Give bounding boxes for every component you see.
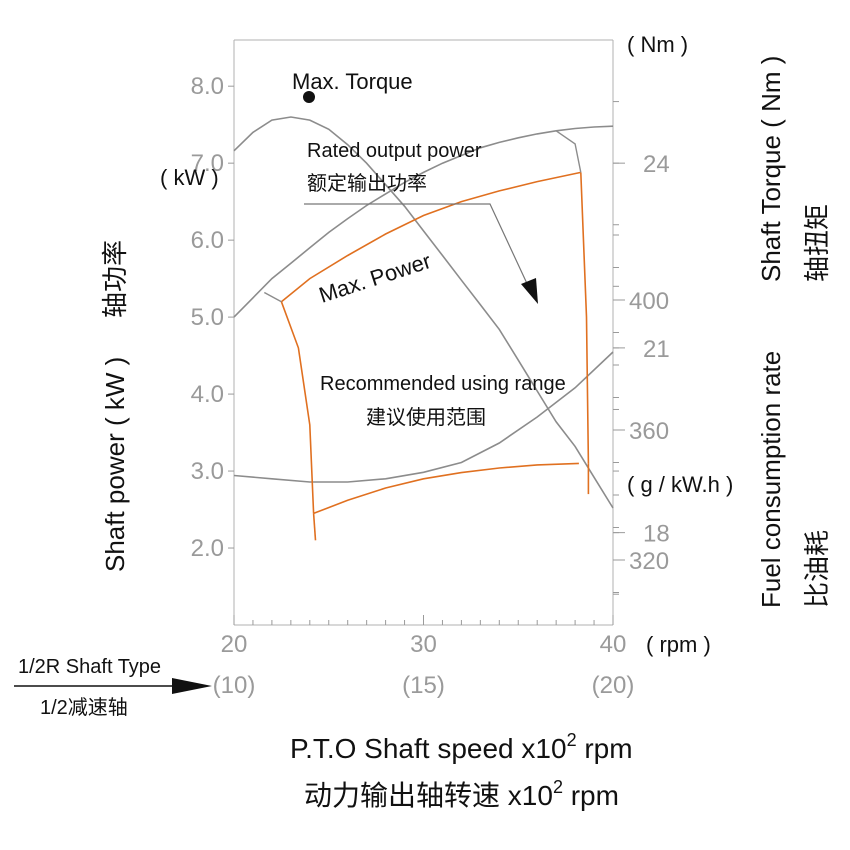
x-secondary-tick-label: (10) bbox=[213, 672, 256, 699]
x-secondary-tick-label: (15) bbox=[402, 672, 445, 699]
reduction-shaft-label-cn: 1/2减速轴 bbox=[40, 696, 128, 719]
series-line-max-torque bbox=[233, 116, 614, 509]
plot-frame bbox=[233, 39, 614, 626]
x-axis-title-sup: 2 bbox=[567, 730, 577, 750]
max-power-label: Max. Power bbox=[316, 248, 434, 308]
recommended-range-right-edge bbox=[580, 172, 590, 464]
x-axis-title-cn: 动力输出轴转速 x102 rpm bbox=[304, 777, 619, 811]
power-tick-label: 5.0 bbox=[191, 304, 224, 331]
series-layer bbox=[233, 116, 614, 541]
x-axis-unit: ( rpm ) bbox=[646, 632, 711, 657]
series-line-fuel-consumption-rate bbox=[233, 351, 614, 483]
torque-tick-label: 18 bbox=[643, 521, 670, 548]
recommended-range-upper bbox=[280, 171, 581, 303]
power-tick-label: 3.0 bbox=[191, 458, 224, 485]
rated-power-leader-line bbox=[304, 203, 531, 291]
fuel-tick-label: 360 bbox=[629, 418, 669, 445]
power-tick-label: 8.0 bbox=[191, 73, 224, 100]
x-axis-title: P.T.O Shaft speed x102 rpm bbox=[290, 730, 633, 764]
series-line-max-power bbox=[233, 125, 614, 318]
axis-ticks bbox=[228, 85, 625, 625]
torque-tick-label: 21 bbox=[643, 336, 670, 363]
fuel-tick-label: 320 bbox=[629, 548, 669, 575]
rated-power-leader-arrow bbox=[521, 278, 538, 304]
torque-axis-unit: ( Nm ) bbox=[627, 32, 688, 57]
max-torque-marker bbox=[303, 91, 315, 103]
x-axis-title-cn-unit: rpm bbox=[563, 780, 619, 811]
fuel-axis-title: Fuel consumption rate bbox=[756, 351, 786, 608]
max-power-left-connector bbox=[263, 291, 282, 303]
max-power-right-connector bbox=[555, 130, 582, 173]
power-tick-label: 6.0 bbox=[191, 227, 224, 254]
power-axis-title-cn: 轴功率 bbox=[100, 240, 130, 318]
max-torque-label: Max. Torque bbox=[292, 69, 413, 94]
x-tick-label: 20 bbox=[221, 631, 248, 658]
fuel-axis-title-cn: 比油耗 bbox=[802, 530, 832, 608]
x-tick-label: 40 bbox=[600, 631, 627, 658]
recommended-range-lower bbox=[313, 462, 579, 515]
x-axis-title-main: P.T.O Shaft speed x10 bbox=[290, 733, 567, 764]
x-tick-label: 30 bbox=[410, 631, 437, 658]
recommended-range-label-cn: 建议使用范围 bbox=[366, 406, 486, 429]
reduction-arrow-head bbox=[172, 678, 212, 694]
rated-power-label: Rated output power bbox=[307, 140, 482, 162]
rated-power-label-cn: 额定输出功率 bbox=[307, 172, 427, 195]
reduction-shaft-label: 1/2R Shaft Type bbox=[18, 656, 161, 678]
torque-axis-title-cn: 轴扭矩 bbox=[802, 204, 832, 282]
x-axis-title-cn-sup: 2 bbox=[553, 777, 563, 797]
x-axis-title-unit: rpm bbox=[577, 733, 633, 764]
fuel-axis-unit: ( g / kW.h ) bbox=[627, 472, 733, 497]
torque-tick-label: 24 bbox=[643, 151, 670, 178]
power-axis-title: Shaft power ( kW ) bbox=[100, 357, 130, 572]
power-tick-label: 4.0 bbox=[191, 381, 224, 408]
tick-labels: 8.0 7.0 6.0 5.0 4.0 3.0 2.0 24 21 18 400 360 320 20 (1… bbox=[191, 73, 670, 699]
recommended-range-label: Recommended using range bbox=[320, 373, 566, 395]
torque-axis-title: Shaft Torque ( Nm ) bbox=[756, 56, 786, 282]
power-tick-label: 7.0 bbox=[191, 150, 224, 177]
recommended-range-left-tail bbox=[312, 513, 317, 541]
x-secondary-tick-label: (20) bbox=[592, 672, 635, 699]
x-axis-title-cn-main: 动力输出轴转速 x10 bbox=[304, 780, 553, 811]
fuel-tick-label: 400 bbox=[629, 288, 669, 315]
power-axis-unit: ( kW ) bbox=[160, 165, 219, 190]
power-tick-label: 2.0 bbox=[191, 535, 224, 562]
recommended-range-left-edge bbox=[280, 301, 315, 514]
